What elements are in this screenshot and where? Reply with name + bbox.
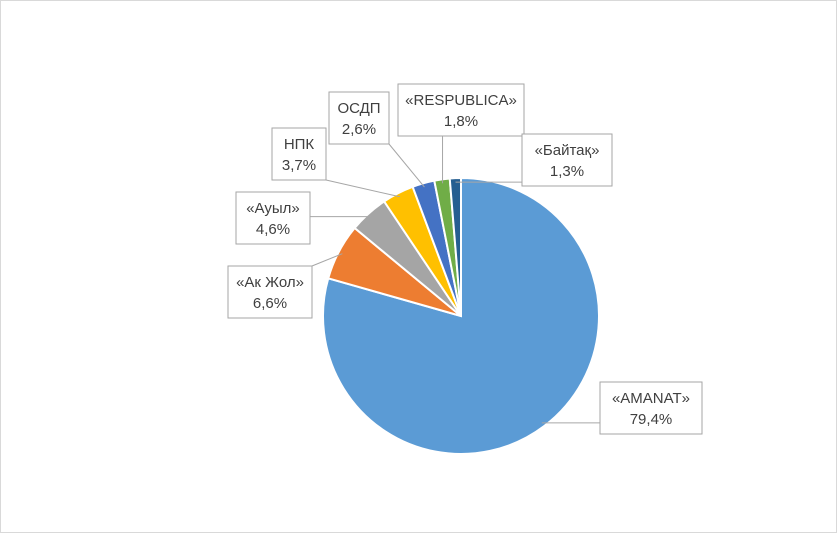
data-label-box — [521, 133, 613, 187]
slice-name-label: «Ауыл» — [246, 200, 300, 217]
data-label-осдп: ОСДП 2,6% — [328, 91, 390, 145]
slice-value-label: 1,8% — [444, 113, 478, 130]
leader-line-нпк — [325, 179, 400, 198]
slice-value-label: 2,6% — [342, 121, 376, 138]
leader-line-осдп — [388, 143, 425, 188]
slice-name-label: «Байтақ» — [535, 142, 600, 159]
data-label-box — [328, 91, 390, 145]
pie-slice-байтақ — [448, 176, 462, 317]
slice-name-label: «RESPUBLICA» — [405, 92, 517, 109]
leader-line-ак-жол — [311, 253, 343, 267]
slice-name-label: НПК — [284, 136, 315, 153]
slice-name-label: ОСДП — [337, 100, 380, 117]
data-label-ак-жол: «Ак Жол» 6,6% — [227, 265, 313, 319]
data-label-respublica: «RESPUBLICA» 1,8% — [397, 83, 525, 137]
data-label-ауыл: «Ауыл» 4,6% — [235, 191, 311, 245]
data-label-box — [397, 83, 525, 137]
slice-value-label: 4,6% — [256, 221, 290, 238]
pie-slice-amanat — [322, 176, 600, 455]
data-label-box — [599, 381, 703, 435]
slice-name-label: «AMANAT» — [612, 390, 690, 407]
pie-slices — [322, 176, 600, 455]
slice-value-label: 1,3% — [550, 163, 584, 180]
data-label-box — [227, 265, 313, 319]
data-label-box — [235, 191, 311, 245]
data-label-нпк: НПК 3,7% — [271, 127, 327, 181]
slice-value-label: 3,7% — [282, 157, 316, 174]
slice-value-label: 79,4% — [630, 411, 673, 428]
data-label-box — [271, 127, 327, 181]
data-label-байтақ: «Байтақ» 1,3% — [521, 133, 613, 187]
data-labels: «AMANAT» 79,4% «Ак Жол» 6,6% «Ауыл» 4,6% НПК 3,… — [227, 83, 703, 435]
data-label-amanat: «AMANAT» 79,4% — [599, 381, 703, 435]
leader-lines — [310, 136, 600, 424]
slice-name-label: «Ак Жол» — [236, 274, 304, 291]
slice-value-label: 6,6% — [253, 295, 287, 312]
